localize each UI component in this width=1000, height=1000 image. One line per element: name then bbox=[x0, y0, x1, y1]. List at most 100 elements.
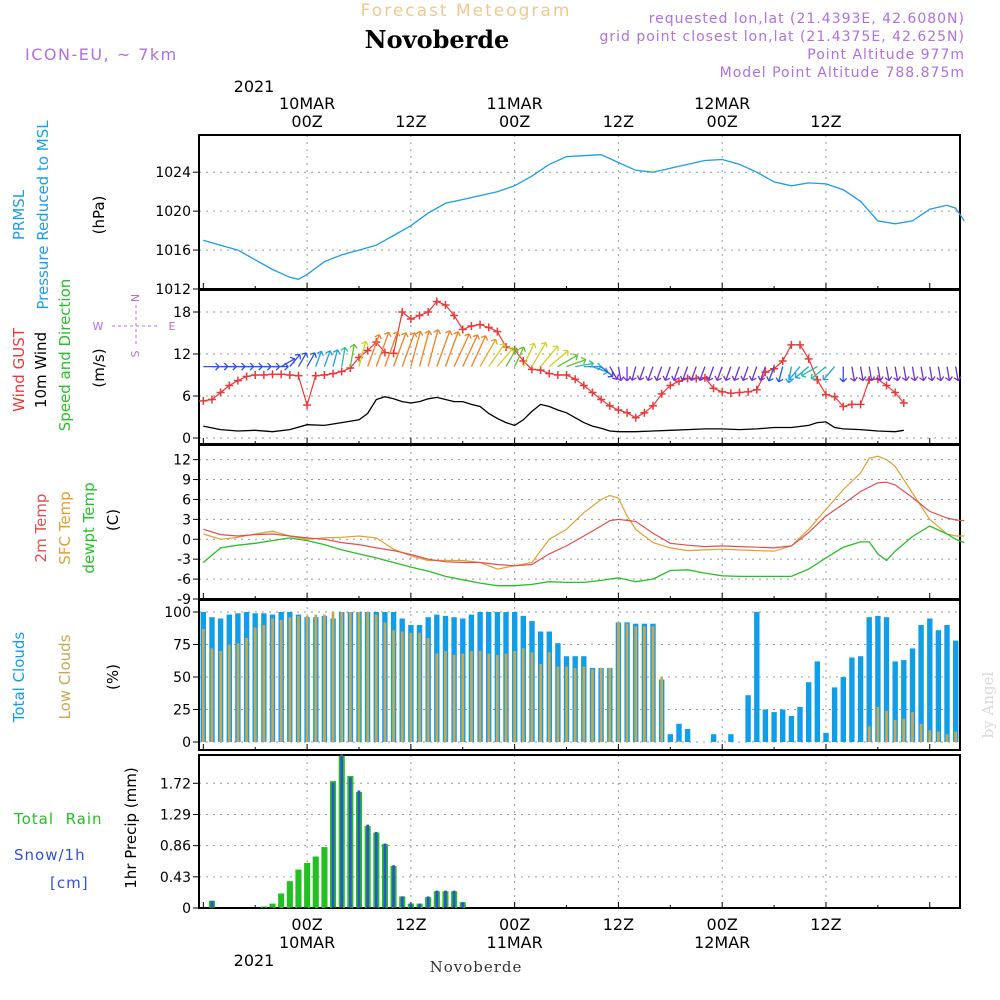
wind-arrow-shaft bbox=[859, 366, 864, 381]
rain-bar bbox=[260, 906, 267, 908]
low-cloud-bar bbox=[219, 651, 222, 742]
gust-marker bbox=[484, 323, 493, 332]
low-cloud-bar bbox=[340, 612, 343, 742]
wind-arrow-head bbox=[901, 377, 907, 382]
wind-arrow-head bbox=[839, 377, 844, 383]
bottom-time-label: 12Z bbox=[810, 915, 841, 934]
wind-arrow-shaft bbox=[548, 350, 569, 368]
gust-marker bbox=[285, 371, 294, 379]
wind-arrow bbox=[367, 334, 382, 367]
wind-gust-label: Wind GUST bbox=[10, 327, 28, 412]
snow-bar bbox=[392, 865, 395, 908]
wind-arrow bbox=[822, 366, 836, 381]
cloud-frame bbox=[198, 599, 961, 751]
gust-marker bbox=[674, 377, 683, 386]
wind-arrow bbox=[927, 366, 936, 382]
wind-arrow-shaft bbox=[911, 366, 916, 381]
wind-arrow-head bbox=[388, 331, 392, 338]
pressure-panel: 1012 1016 1020 1024 bbox=[155, 134, 961, 298]
wind-arrow-head bbox=[511, 347, 517, 350]
wind-arrow-shaft bbox=[759, 366, 767, 381]
wind-arrow-shaft bbox=[557, 354, 578, 368]
wind-arrow-shaft bbox=[851, 366, 856, 382]
low-cloud-bar bbox=[625, 623, 629, 742]
wind-arrow-head bbox=[523, 346, 527, 353]
gust-marker bbox=[251, 371, 260, 379]
low-cloud-bar bbox=[357, 612, 361, 742]
2m-temp-line bbox=[203, 481, 965, 567]
wind-arrow-shaft bbox=[323, 350, 331, 367]
pressure-ytick-label: 1016 bbox=[155, 243, 191, 259]
pressure-ytick-label: 1020 bbox=[155, 204, 191, 220]
wind-arrow bbox=[645, 366, 654, 382]
wind-arrow-shaft bbox=[655, 366, 663, 381]
wind-arrow bbox=[919, 366, 927, 382]
gust-marker bbox=[242, 372, 251, 381]
gust-marker bbox=[380, 348, 389, 357]
wind-arrow-head bbox=[340, 346, 346, 351]
wind-arrow-head bbox=[575, 355, 579, 361]
total-cloud-bar bbox=[806, 682, 812, 742]
total-cloud-bar bbox=[953, 640, 959, 742]
snow-unit-label: [cm] bbox=[50, 874, 89, 892]
wind-arrow-head bbox=[875, 377, 881, 382]
wind-arrow-shaft bbox=[690, 366, 697, 381]
gust-marker bbox=[476, 320, 485, 329]
cloud-ytick-label: 25 bbox=[173, 703, 191, 719]
gust-marker bbox=[441, 301, 450, 309]
wind-arrow-head bbox=[597, 366, 602, 371]
total-cloud-bar bbox=[935, 630, 942, 742]
wind-arrow-shaft bbox=[280, 358, 296, 368]
total-cloud-bar bbox=[944, 625, 950, 742]
wind-arrow-head bbox=[336, 349, 341, 355]
temp-sfc-label: SFC Temp bbox=[56, 491, 74, 564]
gust-marker bbox=[752, 385, 761, 394]
wind-arrow-shaft bbox=[367, 334, 380, 367]
wind-arrow bbox=[616, 366, 625, 382]
wind-arrow bbox=[714, 366, 723, 382]
total-cloud-bar bbox=[849, 657, 855, 742]
temp-ytick-label: -6 bbox=[177, 572, 191, 588]
wind-arrow-head bbox=[775, 377, 780, 383]
low-cloud-bar bbox=[919, 723, 923, 742]
bottom-time-label: 00Z bbox=[707, 915, 738, 934]
wind-arrow-head bbox=[310, 352, 316, 355]
wind-arrow-head bbox=[708, 377, 714, 382]
wind-arrow bbox=[332, 349, 341, 367]
wind-arrow-head bbox=[413, 332, 418, 338]
footer-station: Novoberde bbox=[430, 958, 523, 976]
low-cloud-bar bbox=[314, 614, 318, 742]
wind-arrow bbox=[418, 330, 433, 367]
wind-arrow-head bbox=[862, 376, 867, 381]
compass-rose: N S W E bbox=[93, 294, 176, 358]
wind-arrow-head bbox=[325, 350, 331, 354]
wind-unit: (m/s) bbox=[90, 348, 108, 387]
wind-arrow-shaft bbox=[341, 347, 346, 367]
wind-arrow-shaft bbox=[358, 341, 367, 367]
gust-marker bbox=[657, 389, 666, 398]
wind-arrow-head bbox=[656, 377, 662, 382]
top-year-label: 2021 bbox=[234, 77, 275, 96]
wind-arrow-shaft bbox=[488, 343, 506, 367]
wind-arrow bbox=[557, 353, 579, 368]
low-cloud-bar bbox=[331, 612, 335, 742]
rain-bar bbox=[304, 863, 311, 908]
low-cloud-bar bbox=[928, 730, 932, 742]
snow-bar bbox=[357, 790, 361, 908]
total-cloud-bar bbox=[857, 656, 864, 742]
temp-2m-label: 2m Temp bbox=[32, 494, 50, 563]
snow-bar bbox=[340, 754, 343, 908]
total-cloud-bar bbox=[797, 706, 803, 742]
wind-arrow-shaft bbox=[436, 330, 451, 367]
total-cloud-bar bbox=[909, 648, 916, 742]
snow-bar bbox=[426, 896, 430, 908]
gust-marker bbox=[225, 381, 234, 390]
total-cloud-bar bbox=[840, 677, 846, 742]
wind-arrow bbox=[427, 329, 442, 367]
total-cloud-bar bbox=[728, 734, 734, 742]
pressure-label-prmsl: PRMSL bbox=[10, 189, 28, 240]
wind-arrow bbox=[749, 366, 758, 382]
wind-arrow-shaft bbox=[315, 351, 322, 367]
total-cloud-bar bbox=[918, 625, 924, 742]
low-cloud-bar bbox=[262, 625, 266, 742]
